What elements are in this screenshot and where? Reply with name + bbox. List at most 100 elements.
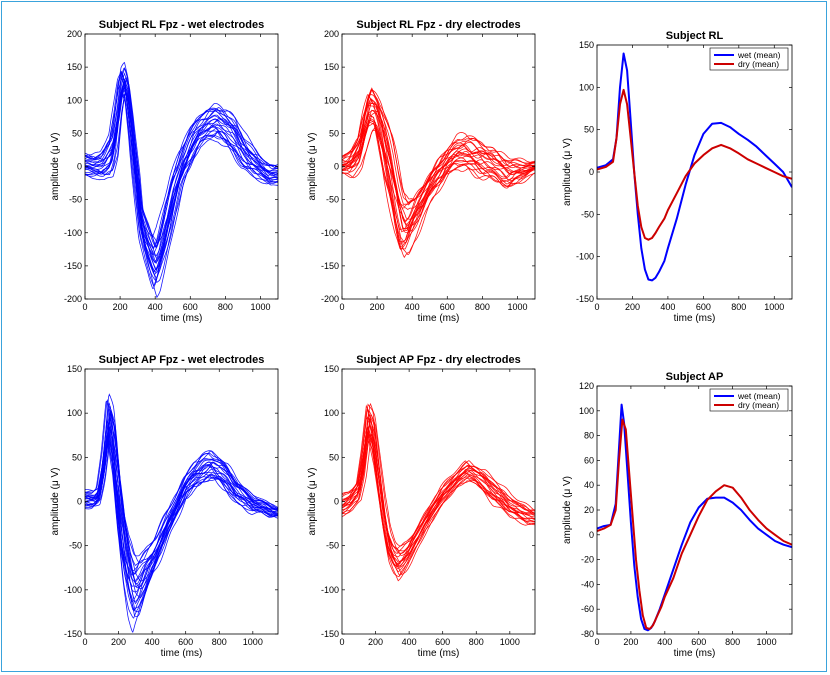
y-tick-label: 0 xyxy=(334,497,339,507)
x-axis-label: time (ms) xyxy=(161,313,203,324)
y-tick-label: -50 xyxy=(326,195,339,205)
y-tick-label: 100 xyxy=(324,408,339,418)
x-tick-label: 0 xyxy=(594,302,599,312)
x-tick-label: 200 xyxy=(623,637,638,647)
x-tick-label: 400 xyxy=(402,637,417,647)
y-tick-label: 0 xyxy=(589,530,594,540)
chart-title: Subject AP Fpz - dry electrodes xyxy=(356,354,520,366)
y-tick-label: 100 xyxy=(579,406,594,416)
chart-title: Subject RL Fpz - dry electrodes xyxy=(356,19,520,31)
chart-title: Subject AP xyxy=(666,371,724,383)
x-tick-label: 0 xyxy=(82,637,87,647)
y-tick-label: 150 xyxy=(324,364,339,374)
x-tick-label: 200 xyxy=(368,637,383,647)
y-tick-label: 150 xyxy=(67,62,82,72)
data-layer xyxy=(597,52,792,282)
data-layer xyxy=(85,61,278,299)
y-axis-label: amplitude (μ V) xyxy=(50,132,61,200)
y-tick-label: 150 xyxy=(579,40,594,50)
y-tick-label: 40 xyxy=(584,480,594,490)
y-tick-label: -200 xyxy=(321,294,339,304)
trial-line xyxy=(85,393,278,564)
y-tick-label: 150 xyxy=(67,364,82,374)
trial-line xyxy=(342,440,535,577)
x-tick-label: 200 xyxy=(370,302,385,312)
legend-label: dry (mean) xyxy=(738,59,779,69)
trial-line xyxy=(85,400,278,576)
x-tick-label: 600 xyxy=(440,302,455,312)
trial-line xyxy=(342,89,535,204)
chart-title: Subject RL xyxy=(666,30,724,42)
x-tick-label: 800 xyxy=(218,302,233,312)
y-tick-label: 60 xyxy=(584,455,594,465)
y-axis-label: amplitude (μ V) xyxy=(307,132,318,200)
trial-line xyxy=(85,70,278,238)
y-tick-label: -100 xyxy=(576,252,594,262)
x-tick-label: 0 xyxy=(594,637,599,647)
chart-panel-3: 0 200 400 600 800 1000 -150 -100 -50 0 50 100 150 Sub… xyxy=(562,30,793,324)
x-tick-label: 1000 xyxy=(764,302,784,312)
y-tick-label: 50 xyxy=(584,125,594,135)
trial-line xyxy=(342,404,535,550)
y-tick-label: -50 xyxy=(326,541,339,551)
y-axis-label: amplitude (μ V) xyxy=(562,138,573,206)
y-tick-label: 0 xyxy=(334,162,339,172)
y-tick-label: -150 xyxy=(576,294,594,304)
y-tick-label: 50 xyxy=(329,128,339,138)
data-layer xyxy=(342,402,535,582)
y-tick-label: 0 xyxy=(589,167,594,177)
y-tick-label: -150 xyxy=(64,629,82,639)
y-tick-label: 100 xyxy=(324,95,339,105)
legend-label: wet (mean) xyxy=(737,50,781,60)
x-tick-label: 600 xyxy=(183,302,198,312)
trial-line xyxy=(85,61,278,249)
x-tick-label: 800 xyxy=(212,637,227,647)
x-tick-label: 1000 xyxy=(243,637,263,647)
y-tick-label: -20 xyxy=(581,555,594,565)
y-tick-label: -100 xyxy=(64,585,82,595)
plot-area xyxy=(597,386,792,634)
data-layer xyxy=(597,403,792,632)
y-tick-label: 150 xyxy=(324,62,339,72)
series-line-dry xyxy=(597,418,792,630)
x-tick-label: 600 xyxy=(178,637,193,647)
y-tick-label: -60 xyxy=(581,604,594,614)
trial-line xyxy=(342,89,535,200)
trial-line xyxy=(342,403,535,554)
trial-line xyxy=(85,92,278,283)
legend-label: wet (mean) xyxy=(737,391,781,401)
y-tick-label: -40 xyxy=(581,579,594,589)
y-tick-label: 50 xyxy=(72,452,82,462)
trial-line xyxy=(342,94,535,208)
x-tick-label: 1000 xyxy=(500,637,520,647)
x-tick-label: 400 xyxy=(657,637,672,647)
y-tick-label: -150 xyxy=(321,629,339,639)
y-tick-label: 20 xyxy=(584,505,594,515)
y-tick-label: -50 xyxy=(69,195,82,205)
x-axis-label: time (ms) xyxy=(161,648,203,659)
y-tick-label: 120 xyxy=(579,381,594,391)
y-tick-label: 50 xyxy=(329,452,339,462)
trial-line xyxy=(342,109,535,244)
y-tick-label: -150 xyxy=(321,261,339,271)
y-tick-label: -100 xyxy=(321,585,339,595)
y-axis-label: amplitude (μ V) xyxy=(307,467,318,535)
y-tick-label: 50 xyxy=(72,128,82,138)
y-axis-label: amplitude (μ V) xyxy=(50,467,61,535)
x-tick-label: 200 xyxy=(111,637,126,647)
trial-line xyxy=(85,398,278,572)
y-tick-label: -200 xyxy=(64,294,82,304)
trial-line xyxy=(342,109,535,230)
legend: wet (mean)dry (mean) xyxy=(709,388,789,412)
x-tick-label: 0 xyxy=(339,637,344,647)
x-tick-label: 400 xyxy=(660,302,675,312)
series-line-wet xyxy=(597,52,792,282)
trial-line xyxy=(342,128,535,259)
chart-panel-2: 0 200 400 600 800 1000 -200 -150 -100 -50 0 50 100 15… xyxy=(307,19,536,324)
y-tick-label: -80 xyxy=(581,629,594,639)
x-axis-label: time (ms) xyxy=(674,648,716,659)
x-tick-label: 200 xyxy=(625,302,640,312)
x-tick-label: 800 xyxy=(469,637,484,647)
chart-panel-5: 0 200 400 600 800 1000 -150 -100 -50 0 50 100 150 Sub… xyxy=(307,354,536,659)
trial-line xyxy=(342,110,535,232)
